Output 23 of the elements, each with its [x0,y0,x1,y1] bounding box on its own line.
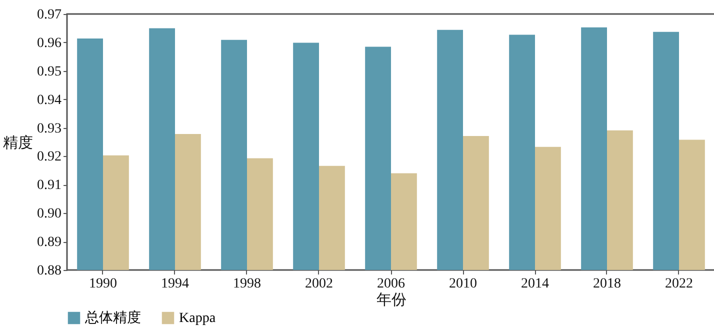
y-tick-label: 0.93 [37,121,62,136]
x-tick-label: 1990 [89,276,117,292]
x-tick-label: 1994 [161,276,189,292]
x-tick-label: 2002 [305,276,333,292]
y-axis-title: 精度 [3,134,33,152]
x-axis-title: 年份 [376,292,406,308]
y-tick-label: 0.95 [37,64,62,80]
x-tick-label: 2006 [377,276,405,292]
y-tick-label: 0.97 [37,8,62,22]
x-tick-label: 2018 [593,276,621,292]
x-tick-label: 2022 [665,276,693,292]
x-tick-label: 2014 [521,276,549,292]
y-tick-label: 0.88 [37,264,62,278]
y-tick-label: 0.94 [37,92,62,108]
y-tick-label: 0.91 [37,178,62,194]
x-tick-label: 1998 [233,276,261,292]
y-tick-label: 0.90 [37,206,62,222]
y-tick-label: 0.89 [37,235,62,250]
x-tick-label: 2010 [449,276,477,292]
y-tick-label: 0.96 [37,36,62,51]
legend-label: 总体精度 [84,310,141,326]
legend-label: Kappa [179,311,216,326]
y-tick-label: 0.92 [37,150,62,165]
